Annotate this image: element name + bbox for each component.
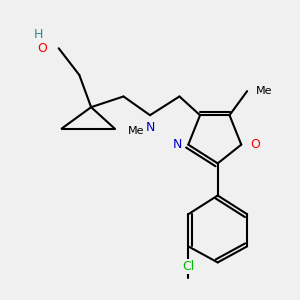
Text: O: O	[250, 138, 260, 151]
Text: N: N	[173, 138, 182, 151]
Text: Cl: Cl	[182, 260, 194, 273]
Text: H: H	[33, 28, 43, 41]
Text: O: O	[37, 42, 47, 55]
Text: Me: Me	[128, 126, 144, 136]
Text: N: N	[145, 121, 155, 134]
Text: Me: Me	[256, 86, 272, 96]
